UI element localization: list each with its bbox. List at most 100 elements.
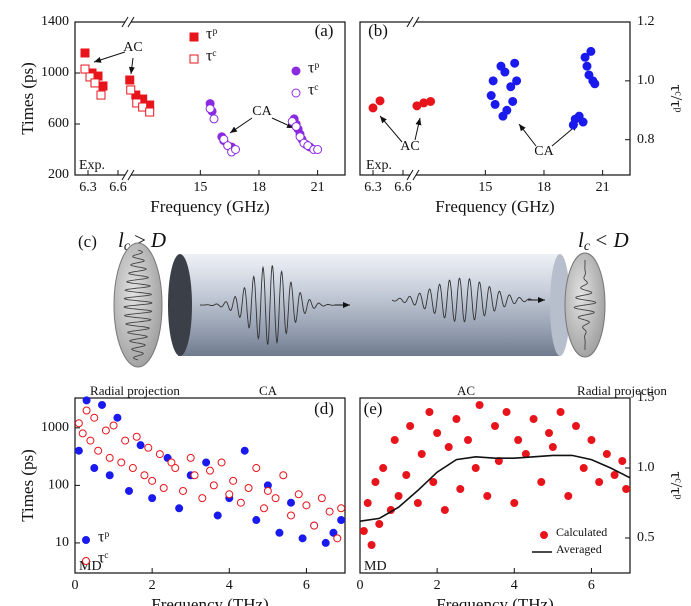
wave [391, 277, 533, 323]
point [313, 145, 323, 154]
point [310, 521, 319, 530]
arrow [229, 117, 253, 134]
y-axis-label: Times (ps) [18, 449, 37, 522]
axis-break [406, 169, 414, 181]
caption: Radial projection [577, 383, 667, 398]
legend-swatch [82, 557, 90, 565]
point [126, 85, 136, 95]
axis-break-gap [125, 18, 131, 26]
point [140, 471, 149, 480]
point [229, 476, 238, 485]
point [379, 464, 388, 472]
point [512, 76, 522, 86]
legend-label: τᵖ [308, 60, 319, 77]
point [500, 67, 510, 77]
point [209, 114, 219, 124]
point [209, 481, 218, 490]
annotation: CA [252, 104, 272, 119]
point [491, 422, 499, 430]
x-tick-label: 6.6 [394, 180, 412, 195]
legend-swatch [82, 536, 90, 544]
x-tick-label: 21 [311, 180, 325, 195]
x-tick-label: 2 [434, 578, 441, 593]
x-tick-label: 6.3 [79, 180, 97, 195]
panel: 200 600 1000 1400 6.3 6.6 15 18 21 Frequency (GHz… [18, 14, 346, 216]
point [96, 90, 106, 100]
point [506, 82, 516, 92]
y-axis-label: Times (ps) [18, 62, 37, 135]
wave [123, 249, 153, 361]
point [109, 421, 118, 430]
point [225, 490, 234, 499]
point [167, 458, 176, 467]
point [252, 516, 261, 525]
point [86, 436, 95, 445]
x-tick-label: 6 [303, 578, 310, 593]
point [94, 446, 103, 455]
point [136, 441, 145, 450]
x-tick-label: 6.3 [364, 180, 382, 195]
y-tick-label: 0.8 [637, 132, 655, 147]
condition: lc < D [578, 228, 629, 254]
point [287, 498, 295, 507]
y-tick-label: 200 [48, 167, 69, 182]
point [145, 107, 155, 117]
point [321, 538, 330, 547]
point [317, 494, 326, 503]
point [425, 408, 434, 416]
x-tick-label: 4 [226, 578, 233, 593]
point [85, 72, 95, 82]
panel-label: (c) [78, 232, 97, 251]
x-tick-label: 21 [596, 180, 610, 195]
point [171, 464, 180, 473]
y-tick-label: 1.0 [637, 73, 655, 88]
arrows [93, 51, 579, 147]
x-tick-label: 6.6 [109, 180, 127, 195]
point [488, 76, 498, 86]
point [74, 446, 83, 455]
point [363, 499, 372, 507]
y-tick-label: 0.5 [637, 530, 655, 545]
point [98, 400, 106, 409]
point [279, 471, 288, 480]
x-tick-label: 0 [357, 578, 364, 593]
x-tick-label: 2 [149, 578, 156, 593]
point [105, 453, 114, 462]
point [371, 478, 380, 486]
axis-break-gap [410, 18, 416, 26]
point [579, 464, 588, 472]
point [529, 415, 538, 423]
point [578, 117, 588, 127]
point [375, 520, 384, 528]
point [595, 478, 604, 486]
point [294, 490, 303, 499]
point [582, 61, 592, 71]
arrow [128, 57, 135, 75]
point [74, 419, 83, 428]
axis-break [406, 16, 414, 28]
point [508, 96, 518, 106]
point [213, 511, 222, 520]
x-tick-label: 4 [511, 578, 518, 593]
y-tick-label: 1000 [41, 420, 69, 435]
legend-swatch [291, 88, 301, 98]
x-tick-label: 0 [72, 578, 79, 593]
point [186, 453, 195, 462]
legend-swatch [291, 66, 301, 76]
annotation: Exp. [366, 158, 392, 173]
point [155, 450, 164, 459]
point [223, 141, 233, 151]
point [101, 426, 110, 435]
point [452, 415, 461, 423]
point [537, 478, 546, 486]
point [440, 506, 449, 514]
wave [573, 260, 597, 350]
y-tick-label: 100 [48, 478, 69, 493]
y-tick-label: 1.5 [637, 390, 655, 405]
axis-break [412, 16, 420, 28]
x-axis-label: Frequency (THz) [151, 595, 269, 606]
axis-break-gap [410, 171, 416, 179]
point [117, 458, 126, 467]
diagram: (c) lc ≥ D lc < D Radial projection CA AC … [78, 228, 667, 398]
axis-break [127, 169, 135, 181]
